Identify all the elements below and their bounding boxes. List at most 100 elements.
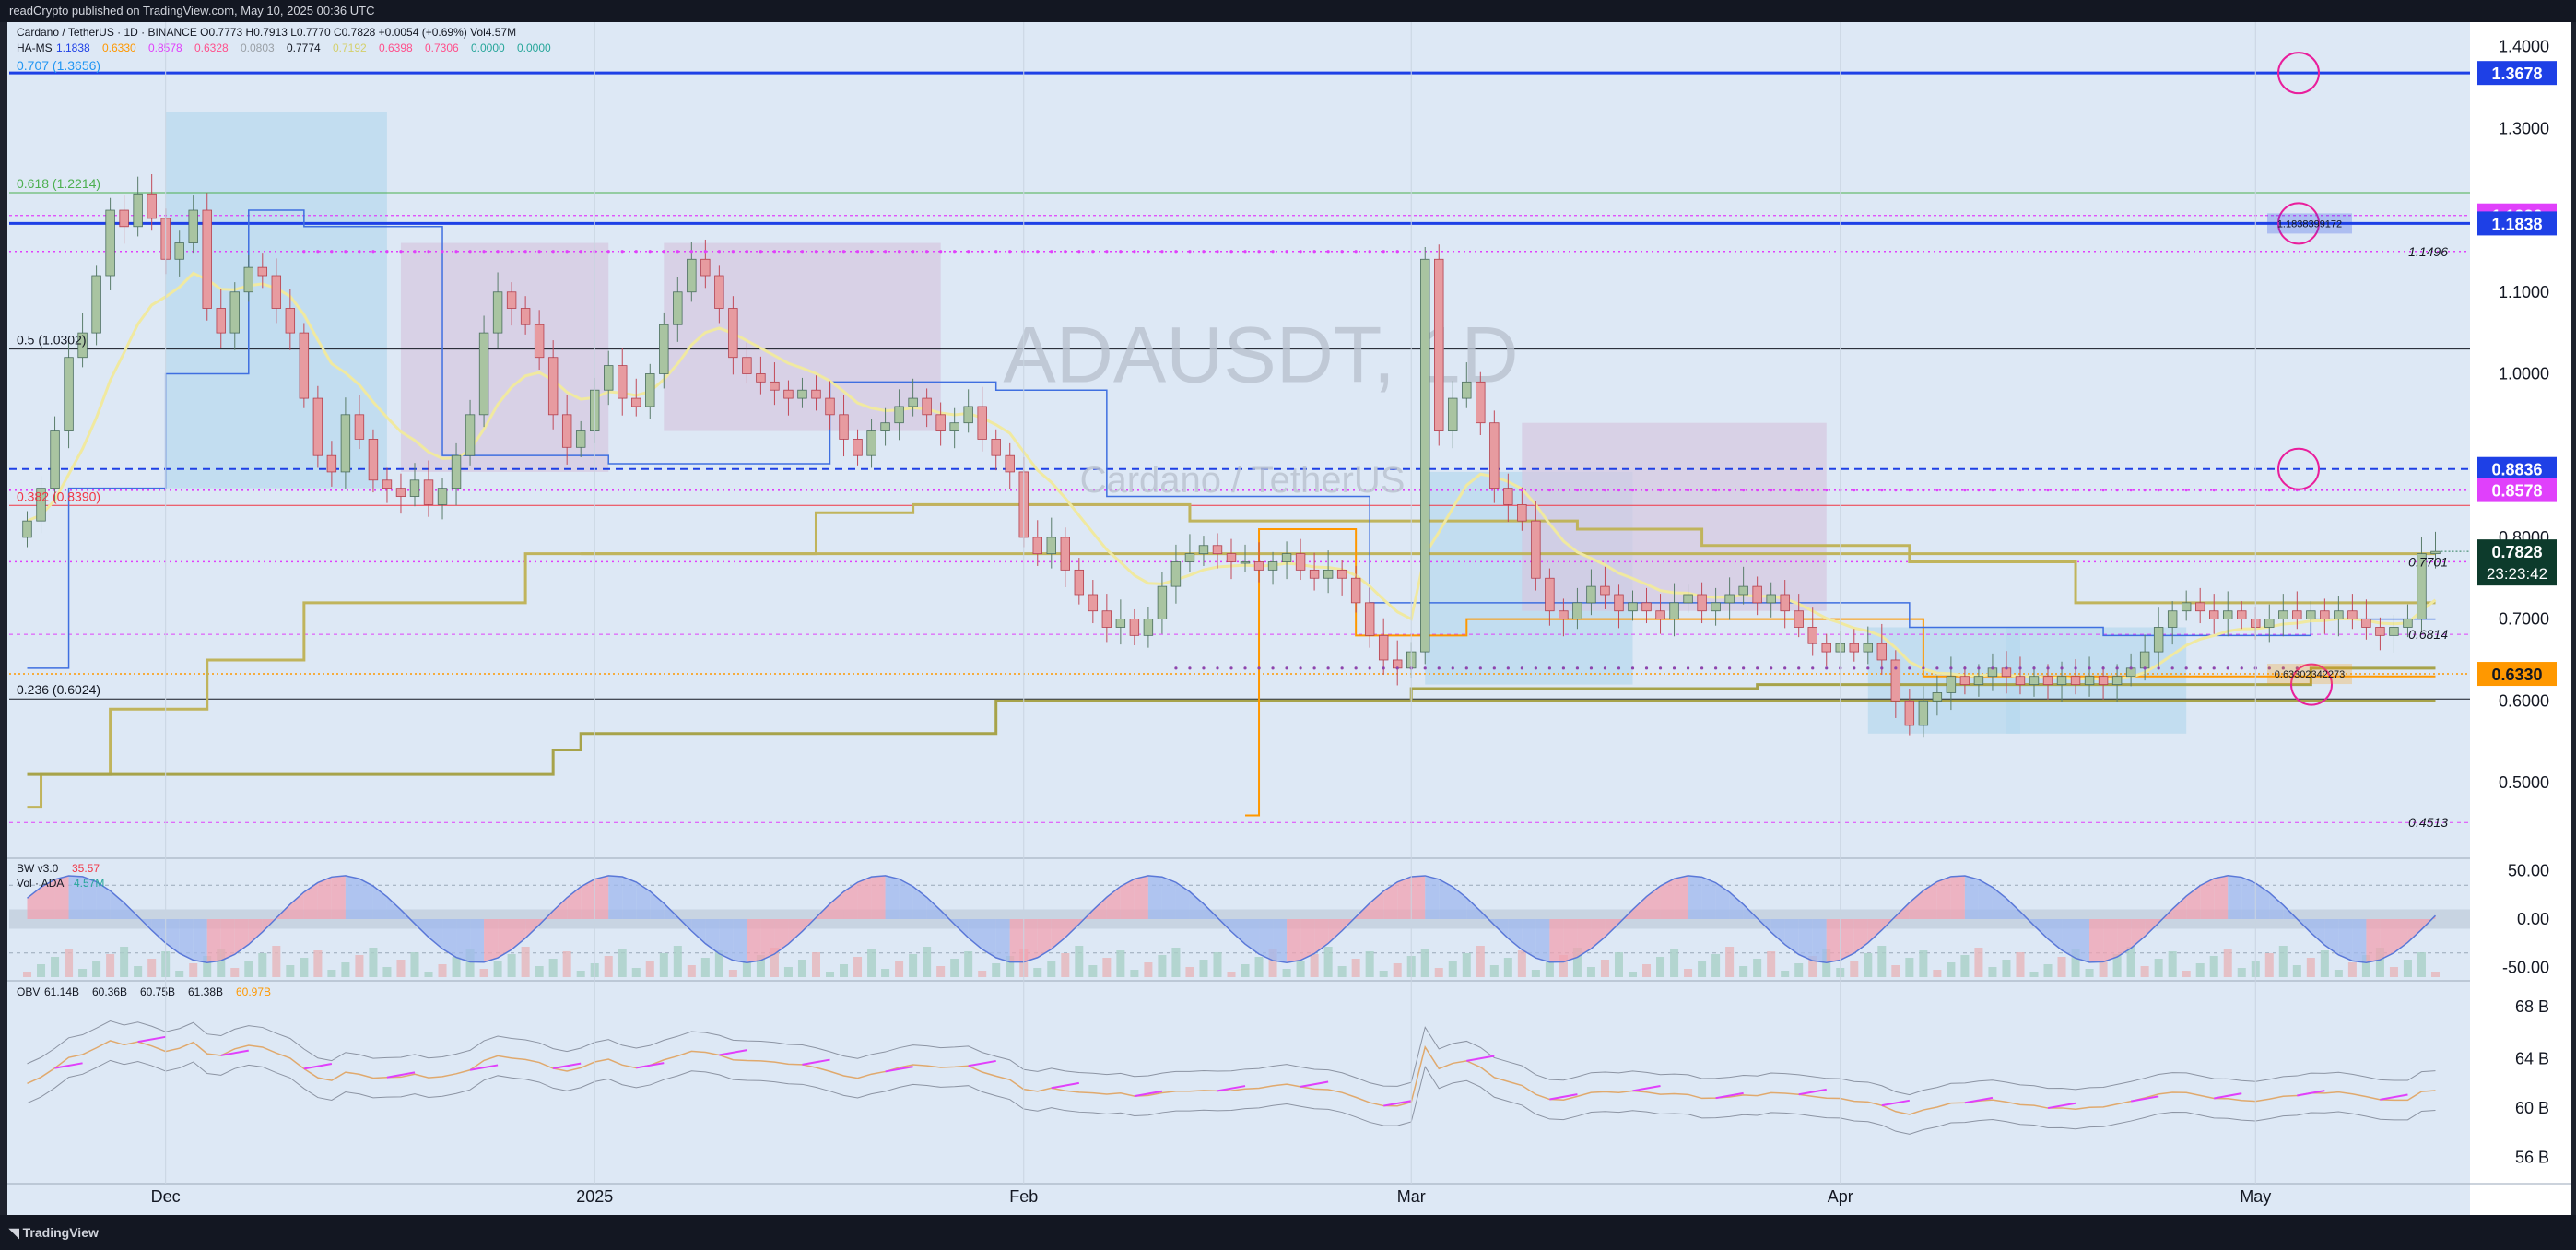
candle-body[interactable]: [1572, 602, 1582, 620]
candle-body[interactable]: [2361, 619, 2371, 628]
candle-body[interactable]: [853, 439, 863, 456]
candle-body[interactable]: [2306, 610, 2316, 620]
candle-body[interactable]: [604, 365, 614, 391]
candle-body[interactable]: [1600, 585, 1610, 596]
candle-body[interactable]: [1738, 585, 1748, 596]
candle-body[interactable]: [1448, 397, 1458, 431]
candle-body[interactable]: [880, 422, 890, 431]
candle-body[interactable]: [119, 209, 129, 228]
candle-body[interactable]: [908, 397, 918, 407]
candle-body[interactable]: [1378, 634, 1389, 661]
candle-body[interactable]: [1697, 594, 1707, 612]
candle-body[interactable]: [770, 381, 780, 391]
candle-body[interactable]: [1890, 659, 1901, 702]
candle-body[interactable]: [2264, 619, 2275, 628]
candle-body[interactable]: [1157, 585, 1168, 620]
candle-body[interactable]: [2139, 651, 2150, 669]
candle-body[interactable]: [1170, 561, 1182, 587]
candle-body[interactable]: [216, 308, 226, 334]
candle-body[interactable]: [1973, 676, 1984, 685]
candle-body[interactable]: [1766, 594, 1776, 604]
candle-body[interactable]: [1517, 504, 1527, 522]
candle-body[interactable]: [963, 406, 973, 424]
candle-body[interactable]: [133, 193, 143, 228]
candle-body[interactable]: [811, 389, 821, 399]
candle-body[interactable]: [1253, 561, 1264, 571]
candle-body[interactable]: [50, 430, 60, 489]
candle-body[interactable]: [520, 308, 531, 325]
candle-body[interactable]: [1226, 553, 1237, 562]
candle-body[interactable]: [700, 258, 711, 277]
candle-body[interactable]: [2237, 610, 2247, 620]
price-badge[interactable]: [2477, 211, 2557, 236]
candle-body[interactable]: [922, 397, 932, 416]
candle-body[interactable]: [1863, 643, 1873, 653]
candle-body[interactable]: [2111, 676, 2123, 685]
candle-body[interactable]: [2194, 602, 2205, 612]
candle-body[interactable]: [1143, 619, 1154, 636]
candle-body[interactable]: [797, 389, 807, 399]
candle-body[interactable]: [2084, 676, 2095, 685]
candle-body[interactable]: [2029, 676, 2040, 685]
candle-body[interactable]: [2320, 610, 2330, 620]
candle-body[interactable]: [1074, 569, 1085, 596]
candle-body[interactable]: [202, 209, 212, 309]
candle-body[interactable]: [1821, 643, 1831, 653]
candle-body[interactable]: [1350, 577, 1361, 604]
candle-body[interactable]: [631, 397, 641, 407]
target-circle[interactable]: [2277, 52, 2320, 95]
candle-body[interactable]: [506, 291, 517, 309]
price-badge[interactable]: [2477, 61, 2557, 86]
tradingview-logo[interactable]: ◥ TradingView: [9, 1225, 99, 1240]
candle-body[interactable]: [1724, 594, 1735, 604]
target-circle[interactable]: [2277, 202, 2320, 245]
candle-body[interactable]: [382, 479, 393, 489]
candle-body[interactable]: [1655, 610, 1665, 620]
candle-body[interactable]: [1212, 545, 1223, 555]
candle-body[interactable]: [1641, 602, 1652, 612]
candle-body[interactable]: [1295, 553, 1306, 571]
candle-body[interactable]: [1932, 692, 1943, 702]
candle-body[interactable]: [1669, 602, 1679, 620]
price-badge[interactable]: [2477, 456, 2557, 481]
candle-body[interactable]: [783, 389, 794, 399]
candle-body[interactable]: [1336, 569, 1347, 579]
candle-body[interactable]: [2403, 619, 2413, 628]
candle-body[interactable]: [1115, 619, 1126, 628]
candle-body[interactable]: [174, 242, 184, 260]
candle-body[interactable]: [618, 365, 628, 399]
candle-body[interactable]: [1683, 594, 1693, 604]
candle-body[interactable]: [742, 357, 752, 374]
candle-body[interactable]: [1849, 643, 1859, 653]
candle-body[interactable]: [340, 414, 351, 473]
candle-body[interactable]: [271, 275, 282, 309]
candle-body[interactable]: [2056, 676, 2067, 685]
candle-body[interactable]: [1794, 610, 1804, 628]
candle-body[interactable]: [2181, 602, 2192, 612]
candle-body[interactable]: [645, 373, 655, 407]
candle-body[interactable]: [1420, 258, 1430, 653]
candle-body[interactable]: [395, 488, 406, 497]
candle-body[interactable]: [91, 275, 101, 334]
candle-body[interactable]: [1184, 553, 1195, 562]
candle-body[interactable]: [1476, 381, 1486, 424]
candle-body[interactable]: [1046, 537, 1056, 555]
chart-frame[interactable]: ADAUSDT, 1D Cardano / TetherUS 0.707 (1.36…: [7, 22, 2571, 1215]
candle-body[interactable]: [1462, 381, 1472, 399]
candle-body[interactable]: [423, 479, 434, 505]
candle-body[interactable]: [1559, 610, 1569, 620]
candle-body[interactable]: [2209, 610, 2219, 620]
candle-body[interactable]: [756, 373, 766, 383]
candle-body[interactable]: [2167, 610, 2178, 628]
candle-body[interactable]: [22, 520, 32, 538]
candle-body[interactable]: [935, 414, 946, 431]
candle-body[interactable]: [243, 266, 253, 293]
candle-body[interactable]: [285, 308, 296, 334]
candle-body[interactable]: [2375, 627, 2385, 636]
candle-body[interactable]: [312, 397, 323, 456]
target-circle[interactable]: [2277, 447, 2320, 490]
candle-body[interactable]: [2042, 676, 2053, 685]
candle-body[interactable]: [1946, 676, 1957, 693]
candle-body[interactable]: [451, 454, 462, 489]
candle-body[interactable]: [673, 291, 683, 325]
